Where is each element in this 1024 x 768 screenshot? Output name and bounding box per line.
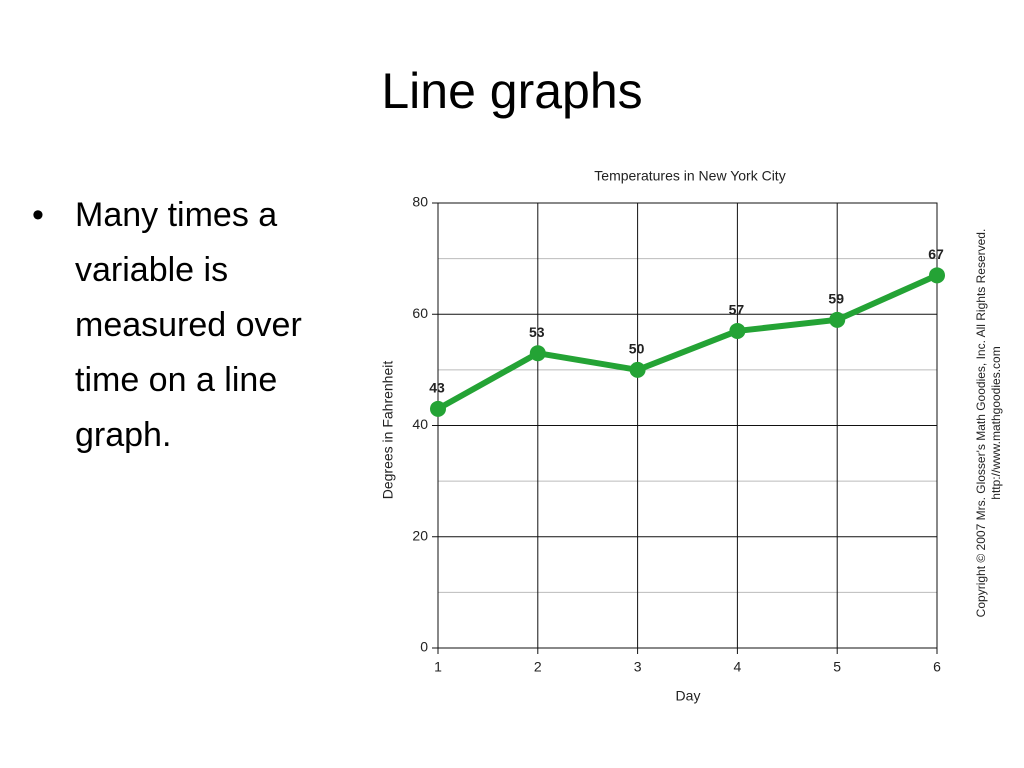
bullet-list: Many times a variable is measured over t… [32, 188, 362, 463]
copyright-url: http://www.mathgoodies.com [989, 346, 1003, 499]
y-tick-label: 80 [412, 194, 428, 210]
data-label: 57 [729, 302, 745, 318]
x-tick-label: 3 [634, 659, 642, 675]
x-tick-label: 5 [833, 659, 841, 675]
data-point [430, 400, 446, 417]
data-point [829, 311, 846, 328]
y-tick-label: 20 [412, 527, 428, 543]
y-tick-label: 40 [412, 416, 428, 432]
y-tick-label: 0 [420, 639, 428, 655]
y-tick-label: 60 [412, 305, 428, 321]
data-label: 67 [928, 246, 944, 262]
bullet: Many times a variable is measured over t… [32, 188, 362, 463]
data-point [529, 345, 546, 362]
slide-title: Line graphs [381, 63, 643, 119]
x-tick-label: 1 [434, 659, 442, 675]
data-label: 50 [629, 341, 645, 357]
data-label: 59 [828, 291, 844, 307]
x-axis-label: Day [676, 688, 701, 704]
data-point [929, 267, 945, 284]
chart-title: Temperatures in New York City [594, 168, 785, 184]
x-tick-label: 6 [933, 659, 941, 675]
y-axis-label: Degrees in Fahrenheit [380, 361, 396, 500]
data-point [729, 322, 746, 339]
data-point [629, 361, 646, 378]
plot-frame [437, 202, 938, 649]
data-line [436, 272, 939, 412]
data-label: 53 [529, 324, 545, 340]
copyright: Copyright © 2007 Mrs. Glosser's Math Goo… [974, 229, 988, 618]
x-tick-label: 4 [734, 659, 742, 675]
data-label: 43 [429, 380, 445, 396]
x-tick-label: 2 [534, 659, 542, 675]
